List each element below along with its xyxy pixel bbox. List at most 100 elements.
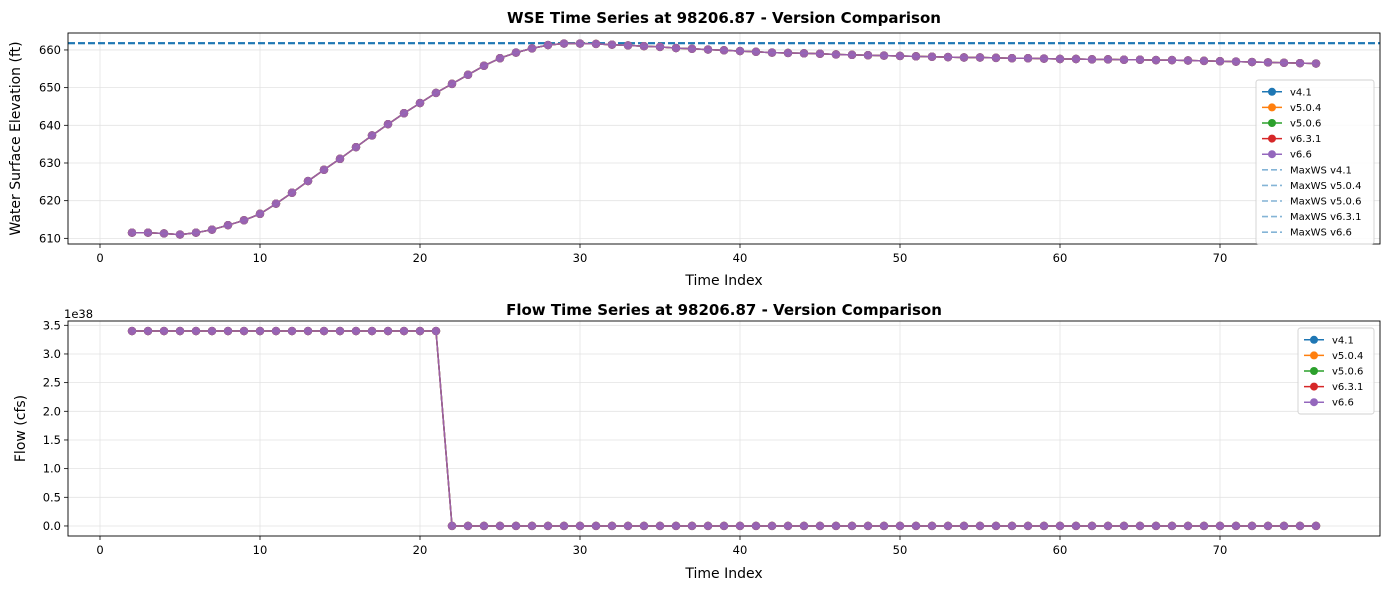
wse-point-v6.6-67 (1199, 56, 1209, 66)
wse-y-axis-label: Water Surface Elevation (ft) (8, 41, 24, 235)
wse-point-v6.6-44 (831, 50, 841, 59)
flow-legend-swatch-marker-3 (1310, 382, 1318, 391)
flow-point-v6.6-32 (639, 521, 649, 531)
flow-legend-label: v6.6 (1332, 398, 1354, 409)
wse-legend-swatch-marker-4 (1268, 150, 1276, 159)
flow-point-v6.6-3 (175, 326, 185, 336)
flow-ytick-label: 0.0 (43, 519, 61, 533)
wse-legend-label: MaxWS v6.6 (1290, 228, 1352, 239)
flow-point-v6.6-69 (1231, 521, 1241, 531)
wse-ytick-label: 630 (39, 156, 61, 170)
flow-point-v6.6-12 (319, 326, 329, 336)
flow-legend-swatch-marker-1 (1310, 351, 1318, 360)
flow-point-v6.6-63 (1135, 521, 1145, 531)
wse-point-v6.6-29 (591, 39, 601, 49)
flow-xtick-label: 10 (253, 543, 268, 557)
flow-point-v6.6-11 (303, 326, 313, 336)
wse-point-v6.6-19 (431, 88, 441, 98)
flow-point-v6.6-62 (1119, 521, 1129, 531)
wse-point-v6.6-60 (1087, 55, 1097, 64)
flow-point-v6.6-58 (1055, 521, 1065, 531)
flow-point-v6.6-57 (1039, 521, 1049, 531)
wse-point-v6.6-20 (447, 79, 457, 89)
wse-point-v6.6-3 (175, 230, 185, 239)
flow-point-v6.6-49 (911, 521, 921, 531)
wse-point-v6.6-30 (607, 40, 617, 49)
wse-legend-swatch-marker-1 (1268, 103, 1276, 112)
wse-series-line-v6.3.1 (132, 42, 1317, 236)
wse-point-v6.6-22 (479, 61, 489, 70)
wse-point-v6.6-62 (1119, 55, 1129, 64)
flow-point-v6.6-35 (687, 521, 697, 531)
wse-legend-label: v4.1 (1290, 87, 1312, 98)
flow-point-v6.6-38 (735, 521, 745, 531)
wse-legend-label: MaxWS v5.0.4 (1290, 181, 1361, 192)
wse-point-v6.6-54 (991, 53, 1001, 63)
flow-point-v6.6-5 (207, 326, 217, 336)
wse-point-v6.6-59 (1071, 54, 1081, 64)
flow-ytick-label: 1.5 (43, 433, 61, 447)
wse-point-v6.6-55 (1007, 54, 1017, 63)
flow-point-v6.6-34 (671, 521, 681, 531)
flow-point-v6.6-71 (1263, 521, 1273, 531)
wse-xtick-label: 50 (893, 251, 908, 265)
wse-xtick-label: 30 (573, 251, 588, 265)
wse-point-v6.6-52 (959, 53, 969, 62)
flow-legend-swatch-marker-2 (1310, 367, 1318, 375)
wse-xtick-label: 40 (733, 251, 748, 265)
flow-point-v6.6-8 (255, 326, 265, 336)
wse-point-v6.6-12 (319, 165, 329, 174)
flow-point-v6.6-23 (495, 521, 505, 531)
wse-point-v6.6-25 (527, 44, 537, 53)
wse-point-v6.6-36 (703, 45, 713, 54)
flow-axes-frame (67, 320, 1381, 537)
flow-point-v6.6-36 (703, 521, 713, 531)
flow-point-v6.6-41 (783, 521, 793, 531)
wse-point-v6.6-2 (159, 229, 169, 238)
flow-point-v6.6-67 (1199, 521, 1209, 531)
wse-point-v6.6-32 (639, 41, 649, 51)
wse-point-v6.6-37 (719, 46, 729, 55)
wse-point-v6.6-13 (335, 154, 345, 164)
flow-point-v6.6-42 (799, 521, 809, 531)
flow-point-v6.6-28 (575, 521, 585, 531)
wse-legend-label: v5.0.6 (1290, 119, 1321, 130)
wse-xtick-label: 60 (1053, 251, 1068, 265)
wse-point-v6.6-65 (1167, 55, 1177, 65)
wse-legend-label: v6.6 (1290, 150, 1312, 161)
flow-point-v6.6-7 (239, 326, 249, 336)
wse-point-v6.6-40 (767, 48, 777, 57)
flow-point-v6.6-27 (559, 521, 569, 531)
flow-point-v6.6-10 (287, 326, 297, 336)
flow-point-v6.6-24 (511, 521, 521, 531)
flow-series-line-v5.0.6 (132, 330, 1316, 527)
wse-point-v6.6-1 (143, 228, 153, 237)
flow-point-v6.6-0 (127, 326, 137, 336)
wse-legend-label: MaxWS v5.0.6 (1290, 197, 1361, 208)
wse-point-v6.6-70 (1247, 57, 1257, 67)
flow-point-v6.6-47 (879, 521, 889, 531)
flow-point-v6.6-33 (655, 521, 665, 531)
flow-legend-box (1297, 327, 1375, 415)
flow-point-v6.6-60 (1087, 521, 1097, 531)
flow-xtick-label: 30 (573, 543, 588, 557)
wse-series-line-v5.0.4 (132, 42, 1317, 236)
wse-xtick-label: 10 (253, 251, 268, 265)
flow-point-v6.6-53 (975, 521, 985, 531)
flow-point-v6.6-48 (895, 521, 905, 531)
flow-point-v6.6-65 (1167, 521, 1177, 531)
wse-point-v6.6-14 (351, 142, 361, 152)
wse-chart: 0 10 20 30 40 50 60 70 610 620 630 640 650 660 WSE Tim… (8, 9, 1381, 289)
wse-ytick-label: 640 (39, 118, 61, 132)
wse-legend-swatch-marker-3 (1268, 134, 1276, 143)
wse-point-v6.6-23 (495, 54, 505, 63)
wse-point-v6.6-45 (847, 50, 857, 60)
wse-point-v6.6-69 (1231, 57, 1241, 66)
flow-point-v6.6-43 (815, 521, 825, 531)
wse-point-v6.6-64 (1151, 55, 1161, 65)
flow-legend-label: v5.0.4 (1332, 351, 1363, 362)
flow-legend-swatch-marker-0 (1310, 335, 1318, 344)
flow-point-v6.6-46 (863, 521, 873, 531)
wse-point-v6.6-71 (1263, 58, 1273, 67)
